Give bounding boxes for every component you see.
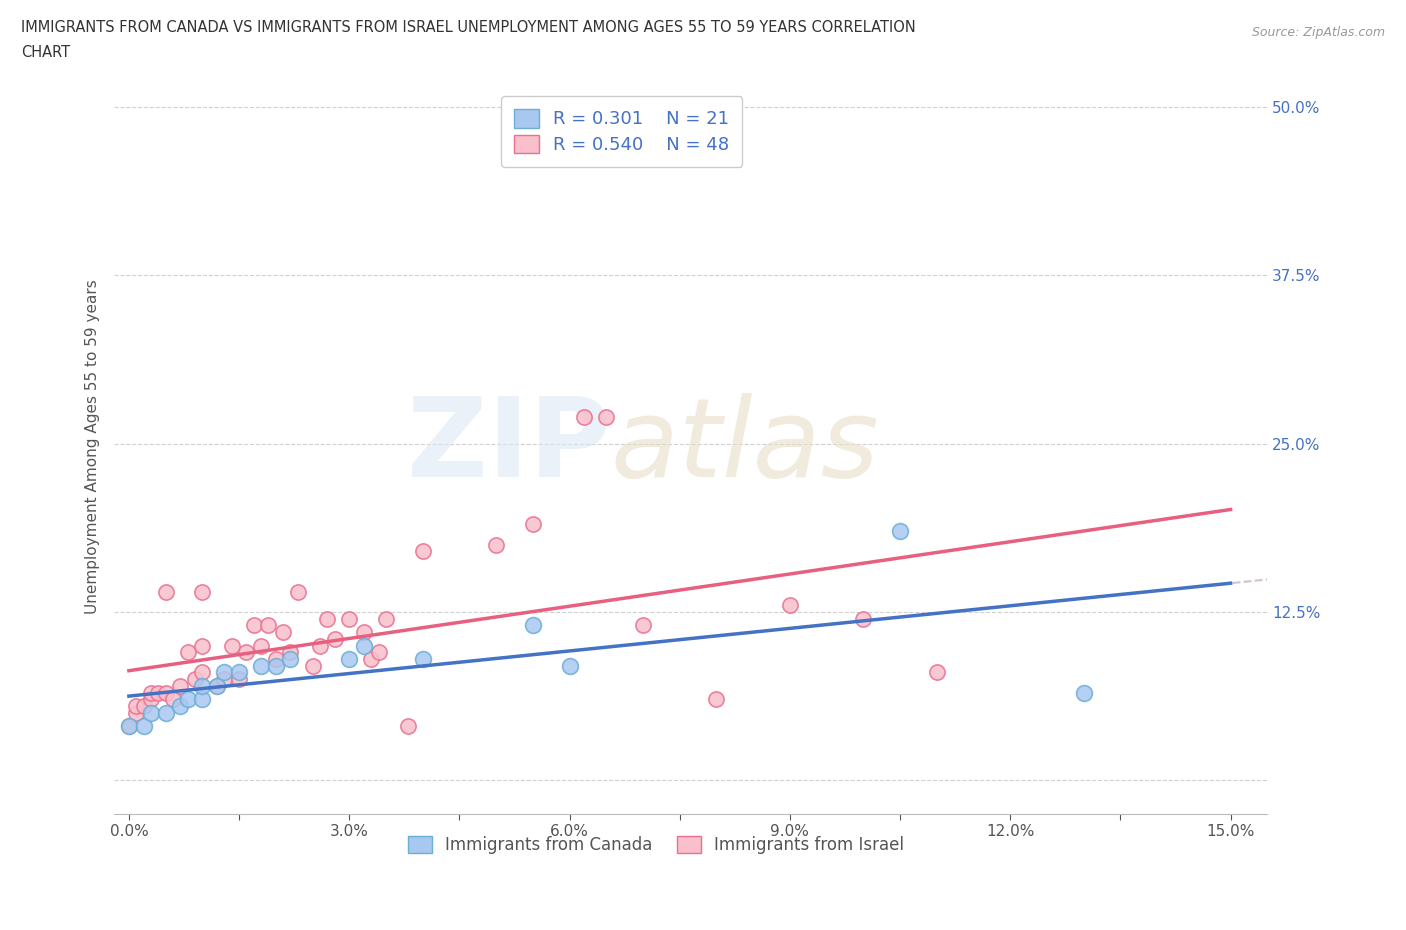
Point <box>184 671 207 686</box>
Point <box>191 679 214 694</box>
Point <box>308 638 330 653</box>
Text: CHART: CHART <box>21 45 70 60</box>
Point <box>280 652 302 667</box>
Point <box>205 679 228 694</box>
Point <box>169 698 191 713</box>
Point <box>558 658 581 673</box>
Point <box>522 517 544 532</box>
Text: IMMIGRANTS FROM CANADA VS IMMIGRANTS FROM ISRAEL UNEMPLOYMENT AMONG AGES 55 TO 5: IMMIGRANTS FROM CANADA VS IMMIGRANTS FRO… <box>21 20 915 35</box>
Point <box>191 665 214 680</box>
Point <box>250 658 273 673</box>
Point <box>706 692 728 707</box>
Point <box>337 611 360 626</box>
Point <box>595 409 617 424</box>
Point <box>235 644 257 659</box>
Point <box>1073 685 1095 700</box>
Point <box>169 679 191 694</box>
Point <box>125 706 148 721</box>
Point <box>280 644 302 659</box>
Point <box>148 685 170 700</box>
Point <box>360 652 382 667</box>
Point <box>353 638 375 653</box>
Point <box>631 618 654 632</box>
Point <box>412 652 434 667</box>
Point <box>257 618 280 632</box>
Point <box>228 671 250 686</box>
Point <box>574 409 596 424</box>
Text: ZIP: ZIP <box>406 393 610 500</box>
Point <box>118 719 141 734</box>
Point <box>205 679 228 694</box>
Legend: Immigrants from Canada, Immigrants from Israel: Immigrants from Canada, Immigrants from … <box>402 829 911 860</box>
Point <box>228 665 250 680</box>
Point <box>132 719 155 734</box>
Point <box>242 618 264 632</box>
Y-axis label: Unemployment Among Ages 55 to 59 years: Unemployment Among Ages 55 to 59 years <box>86 280 100 615</box>
Point <box>139 706 162 721</box>
Point <box>191 692 214 707</box>
Point <box>396 719 419 734</box>
Point <box>155 685 177 700</box>
Point <box>316 611 339 626</box>
Point <box>852 611 875 626</box>
Point <box>412 544 434 559</box>
Point <box>287 584 309 599</box>
Point <box>139 692 162 707</box>
Text: atlas: atlas <box>610 393 879 500</box>
Point <box>214 665 236 680</box>
Point <box>264 652 287 667</box>
Point <box>323 631 346 646</box>
Point <box>132 698 155 713</box>
Point <box>301 658 323 673</box>
Point <box>162 692 184 707</box>
Point <box>925 665 948 680</box>
Point <box>155 706 177 721</box>
Point <box>353 625 375 640</box>
Point <box>221 638 243 653</box>
Point <box>250 638 273 653</box>
Text: Source: ZipAtlas.com: Source: ZipAtlas.com <box>1251 26 1385 39</box>
Point <box>779 598 801 613</box>
Point <box>264 658 287 673</box>
Point <box>367 644 389 659</box>
Point <box>214 671 236 686</box>
Point <box>176 692 198 707</box>
Point <box>375 611 398 626</box>
Point <box>118 719 141 734</box>
Point <box>125 698 148 713</box>
Point <box>139 685 162 700</box>
Point <box>155 584 177 599</box>
Point <box>889 524 911 538</box>
Point <box>191 584 214 599</box>
Point <box>337 652 360 667</box>
Point <box>271 625 294 640</box>
Point <box>485 538 508 552</box>
Point <box>176 644 198 659</box>
Point <box>191 638 214 653</box>
Point <box>522 618 544 632</box>
